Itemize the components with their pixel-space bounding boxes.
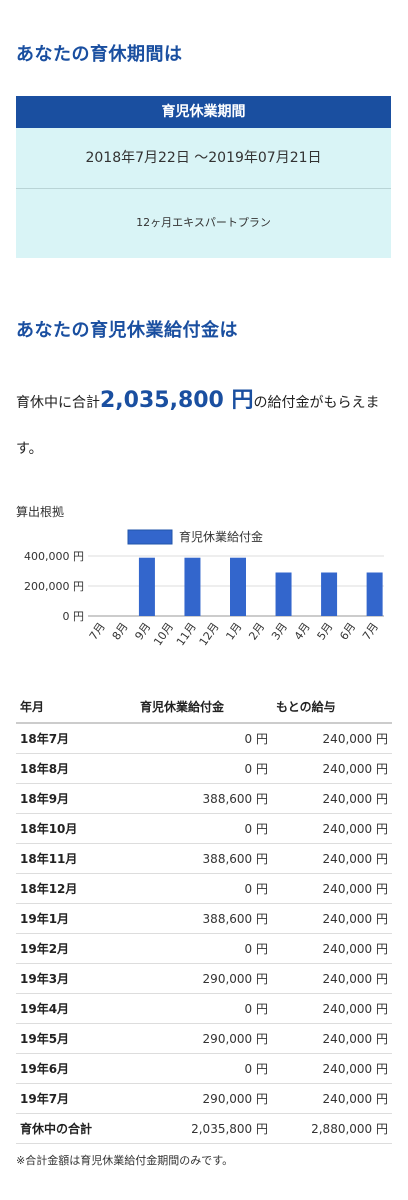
y-tick-label: 400,000 円 (24, 550, 84, 563)
month-cell: 18年11月 (16, 843, 136, 874)
table-row: 18年12月 0 円 240,000 円 (16, 873, 392, 904)
month-cell: 19年5月 (16, 1023, 136, 1054)
x-tick-label: 5月 (315, 620, 336, 642)
section-title-benefit: あなたの育児休業給付金は (16, 320, 238, 341)
month-cell: 19年3月 (16, 963, 136, 994)
month-cell: 育休中の合計 (16, 1113, 136, 1144)
benefit-cell: 0 円 (136, 933, 272, 964)
benefit-cell: 0 円 (136, 993, 272, 1024)
x-tick-label: 12月 (197, 620, 222, 648)
benefit-cell: 0 円 (136, 1053, 272, 1084)
bar (366, 572, 383, 616)
salary-cell: 240,000 円 (272, 1083, 392, 1114)
section-title-period: あなたの育休期間は (16, 44, 183, 65)
salary-cell: 240,000 円 (272, 753, 392, 784)
salary-cell: 240,000 円 (272, 843, 392, 874)
summary-suffix: の給付金がもらえます。 (16, 395, 380, 457)
benefit-summary: 育休中に合計2,035,800 円の給付金がもらえます。 (16, 378, 394, 472)
salary-cell: 240,000 円 (272, 783, 392, 814)
benefit-cell: 388,600 円 (136, 903, 272, 934)
legend-swatch (127, 529, 173, 545)
salary-cell: 240,000 円 (272, 933, 392, 964)
salary-cell: 240,000 円 (272, 903, 392, 934)
bar (321, 572, 338, 616)
table-total-row: 育休中の合計 2,035,800 円 2,880,000 円 (16, 1113, 392, 1144)
benefit-cell: 388,600 円 (136, 783, 272, 814)
benefit-cell: 290,000 円 (136, 963, 272, 994)
month-cell: 18年12月 (16, 873, 136, 904)
month-cell: 19年1月 (16, 903, 136, 934)
month-cell: 18年8月 (16, 753, 136, 784)
table-row: 19年6月 0 円 240,000 円 (16, 1053, 392, 1084)
table-row: 19年1月 388,600 円 240,000 円 (16, 903, 392, 934)
table-row: 18年8月 0 円 240,000 円 (16, 753, 392, 784)
salary-cell: 240,000 円 (272, 1053, 392, 1084)
x-tick-label: 1月 (223, 620, 244, 642)
benefit-cell: 290,000 円 (136, 1023, 272, 1054)
table-row: 19年2月 0 円 240,000 円 (16, 933, 392, 964)
x-tick-label: 8月 (110, 620, 131, 642)
x-tick-label: 10月 (151, 620, 176, 648)
x-tick-label: 9月 (132, 620, 153, 642)
salary-cell: 240,000 円 (272, 813, 392, 844)
benefit-cell: 290,000 円 (136, 1083, 272, 1114)
bar (184, 557, 201, 616)
table-row: 18年9月 388,600 円 240,000 円 (16, 783, 392, 814)
bar (230, 557, 246, 616)
salary-cell: 240,000 円 (272, 723, 392, 754)
x-tick-label: 7月 (87, 620, 108, 642)
table-row: 18年11月 388,600 円 240,000 円 (16, 843, 392, 874)
table-row: 19年4月 0 円 240,000 円 (16, 993, 392, 1024)
x-tick-label: 2月 (246, 620, 267, 642)
table-row: 19年5月 290,000 円 240,000 円 (16, 1023, 392, 1054)
plan-name: 12ヶ月エキスパートプラン (136, 216, 271, 229)
period-box-header: 育児休業期間 (16, 96, 391, 128)
table-header-row: 年月 育児休業給付金 もとの給与 (16, 690, 392, 724)
salary-cell: 240,000 円 (272, 1023, 392, 1054)
salary-cell: 240,000 円 (272, 963, 392, 994)
benefit-cell: 0 円 (136, 723, 272, 754)
x-tick-label: 3月 (269, 620, 290, 642)
y-tick-label: 0 円 (63, 610, 85, 623)
y-tick-label: 200,000 円 (24, 580, 84, 593)
footnote: ※合計金額は育児休業給付金期間のみです。 (16, 1154, 234, 1167)
benefit-cell: 0 円 (136, 873, 272, 904)
x-tick-label: 7月 (360, 620, 381, 642)
header-salary: もとの給与 (272, 690, 392, 724)
bar (138, 557, 155, 616)
benefit-table: 年月 育児休業給付金 もとの給与 18年7月 0 円 240,000 円 18年8月 0… (16, 690, 392, 1144)
period-dates: 2018年7月22日 〜2019年07月21日 (16, 128, 391, 189)
month-cell: 18年10月 (16, 813, 136, 844)
salary-cell: 240,000 円 (272, 993, 392, 1024)
x-tick-label: 11月 (174, 620, 199, 648)
table-row: 18年7月 0 円 240,000 円 (16, 723, 392, 754)
salary-cell: 2,880,000 円 (272, 1113, 392, 1144)
table-row: 19年3月 290,000 円 240,000 円 (16, 963, 392, 994)
benefit-cell: 0 円 (136, 753, 272, 784)
summary-prefix: 育休中に合計 (16, 395, 100, 411)
summary-amount: 2,035,800 円 (100, 388, 254, 413)
benefit-cell: 388,600 円 (136, 843, 272, 874)
month-cell: 19年7月 (16, 1083, 136, 1114)
x-tick-label: 4月 (292, 620, 313, 642)
month-cell: 19年2月 (16, 933, 136, 964)
benefit-cell: 2,035,800 円 (136, 1113, 272, 1144)
benefit-cell: 0 円 (136, 813, 272, 844)
month-cell: 18年7月 (16, 723, 136, 754)
period-box: 育児休業期間 2018年7月22日 〜2019年07月21日 12ヶ月エキスパー… (16, 96, 391, 258)
basis-label: 算出根拠 (16, 505, 65, 519)
month-cell: 19年4月 (16, 993, 136, 1024)
legend-label: 育児休業給付金 (179, 529, 263, 544)
month-cell: 18年9月 (16, 783, 136, 814)
bar (275, 572, 292, 616)
header-month: 年月 (16, 690, 136, 724)
table-row: 18年10月 0 円 240,000 円 (16, 813, 392, 844)
x-tick-label: 6月 (337, 620, 358, 642)
salary-cell: 240,000 円 (272, 873, 392, 904)
month-cell: 19年6月 (16, 1053, 136, 1084)
header-benefit: 育児休業給付金 (136, 690, 272, 724)
table-row: 19年7月 290,000 円 240,000 円 (16, 1083, 392, 1114)
